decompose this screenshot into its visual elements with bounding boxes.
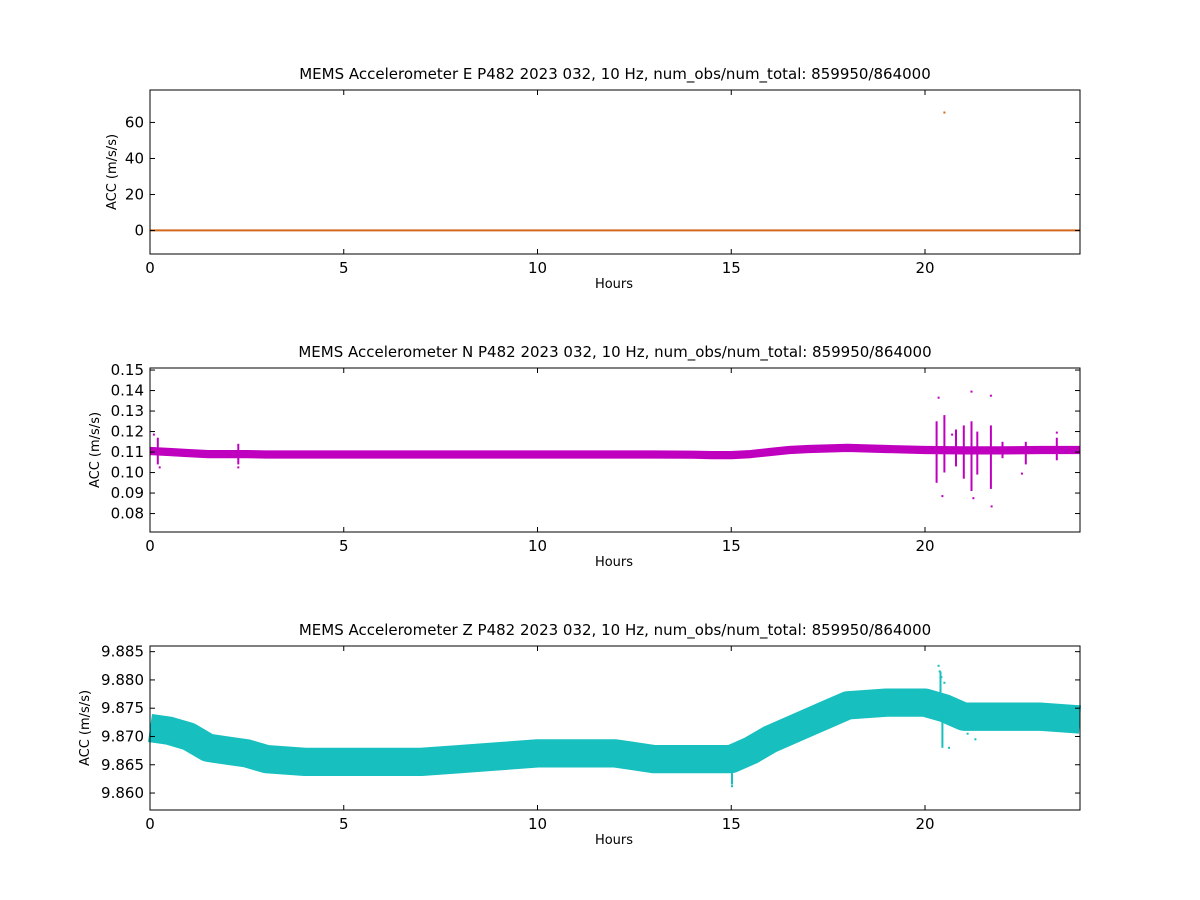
subplot-e: MEMS Accelerometer E P482 2023 032, 10 H… — [105, 65, 1081, 292]
subplot-n: MEMS Accelerometer N P482 2023 032, 10 H… — [88, 343, 1081, 570]
subplot-n-outlier-10 — [1020, 472, 1023, 475]
subplot-n-ytick-label-6: 0.14 — [111, 382, 144, 400]
subplot-e-ticks: 0 5 10 15 20 0 20 40 60 — [125, 90, 1080, 277]
subplot-z-ytick-label-5: 9.885 — [101, 643, 144, 661]
subplot-n-outlier-11 — [1055, 431, 1058, 434]
subplot-z-ytick-label-4: 9.880 — [101, 671, 144, 689]
subplot-n-outlier-2 — [237, 466, 240, 469]
subplot-n-plot-area — [149, 390, 1080, 508]
subplot-z-ytick-label-2: 9.870 — [101, 727, 144, 745]
subplot-n-ytick-label-1: 0.09 — [111, 484, 144, 502]
subplot-e-xtick-label-4: 20 — [915, 259, 934, 277]
subplot-z-ticks: 0 5 10 15 20 9.860 9.865 9.870 9.875 9.880 9.885 — [101, 643, 1080, 833]
subplot-z-outlier-3 — [940, 676, 943, 679]
subplot-z-xtick-label-4: 20 — [915, 815, 934, 833]
subplot-z-plot-area — [147, 664, 1082, 788]
subplot-e-xtick-label-2: 10 — [528, 259, 547, 277]
subplot-n-outlier-1 — [158, 466, 161, 469]
subplot-e-ytick-label-3: 60 — [125, 113, 144, 131]
subplot-n-xtick-label-2: 10 — [528, 537, 547, 555]
subplot-z-outlier-7 — [974, 738, 977, 741]
subplot-n-xtick-label-1: 5 — [339, 537, 349, 555]
subplot-n-ytick-label-5: 0.13 — [111, 402, 144, 420]
subplot-n-outlier-6 — [970, 390, 973, 393]
subplot-n-outlier-5 — [951, 433, 954, 436]
subplot-n-ytick-label-0: 0.08 — [111, 505, 144, 523]
subplot-z-frame — [149, 645, 1081, 811]
subplot-e-xtick-label-0: 0 — [145, 259, 155, 277]
subplot-n-xtick-label-3: 15 — [722, 537, 741, 555]
subplot-n-xtick-label-4: 20 — [915, 537, 934, 555]
subplot-z-title: MEMS Accelerometer Z P482 2023 032, 10 H… — [299, 621, 931, 640]
subplot-z: MEMS Accelerometer Z P482 2023 032, 10 H… — [78, 621, 1082, 848]
subplot-n-ytick-label-4: 0.12 — [111, 423, 144, 441]
subplot-z-outlier-2 — [938, 670, 941, 673]
subplot-e-plot-area — [150, 111, 1080, 232]
subplot-z-ytick-label-3: 9.875 — [101, 699, 144, 717]
subplot-z-outlier-5 — [948, 746, 950, 749]
subplot-e-frame — [149, 89, 1081, 255]
subplot-n-ytick-label-2: 0.10 — [111, 464, 144, 482]
subplot-z-xtick-label-0: 0 — [145, 815, 155, 833]
subplot-n-outlier-7 — [972, 497, 975, 500]
subplot-e-xtick-label-3: 15 — [722, 259, 741, 277]
subplot-n-outlier-0 — [152, 433, 155, 436]
subplot-n-data-band-0 — [149, 443, 1080, 460]
subplot-n-outlier-3 — [937, 396, 940, 399]
subplot-z-xlabel: Hours — [595, 833, 633, 848]
subplot-e-ytick-label-2: 40 — [125, 149, 144, 167]
subplot-e-ytick-label-1: 20 — [125, 186, 144, 204]
subplot-n-outlier-9 — [990, 505, 993, 508]
subplot-z-outlier-4 — [943, 681, 946, 684]
subplot-z-ytick-label-1: 9.865 — [101, 756, 144, 774]
subplot-n-ticks: 0 5 10 15 20 0.08 0.09 0.10 0.11 0.12 0.13 0.14 0.15 — [111, 361, 1080, 555]
subplot-n-xlabel: Hours — [595, 555, 633, 570]
subplot-z-xtick-label-2: 10 — [528, 815, 547, 833]
subplot-n-ytick-label-7: 0.15 — [111, 361, 144, 379]
subplot-e-outlier-0 — [943, 111, 946, 114]
subplot-z-xtick-label-1: 5 — [339, 815, 349, 833]
subplot-z-ytick-label-0: 9.860 — [101, 784, 144, 802]
subplot-z-data-band-0 — [147, 688, 1082, 777]
subplot-z-outlier-1 — [937, 664, 940, 667]
subplot-z-outlier-6 — [966, 732, 969, 735]
subplot-z-ylabel: ACC (m/s/s) — [78, 690, 93, 766]
subplot-e-xlabel: Hours — [595, 277, 633, 292]
subplot-e-ylabel: ACC (m/s/s) — [105, 134, 120, 210]
subplot-e-ytick-label-0: 0 — [134, 222, 144, 240]
subplot-n-outlier-8 — [989, 394, 992, 397]
subplot-n-outlier-4 — [941, 495, 944, 498]
subplot-n-frame — [149, 367, 1081, 533]
subplot-n-xtick-label-0: 0 — [145, 537, 155, 555]
subplot-n-title: MEMS Accelerometer N P482 2023 032, 10 H… — [298, 343, 931, 362]
subplot-n-ytick-label-3: 0.11 — [111, 443, 144, 461]
subplot-z-outlier-0 — [731, 785, 733, 788]
subplot-e-xtick-label-1: 5 — [339, 259, 349, 277]
subplot-n-ylabel: ACC (m/s/s) — [88, 412, 103, 488]
subplot-e-title: MEMS Accelerometer E P482 2023 032, 10 H… — [299, 65, 931, 84]
subplot-z-xtick-label-3: 15 — [722, 815, 741, 833]
